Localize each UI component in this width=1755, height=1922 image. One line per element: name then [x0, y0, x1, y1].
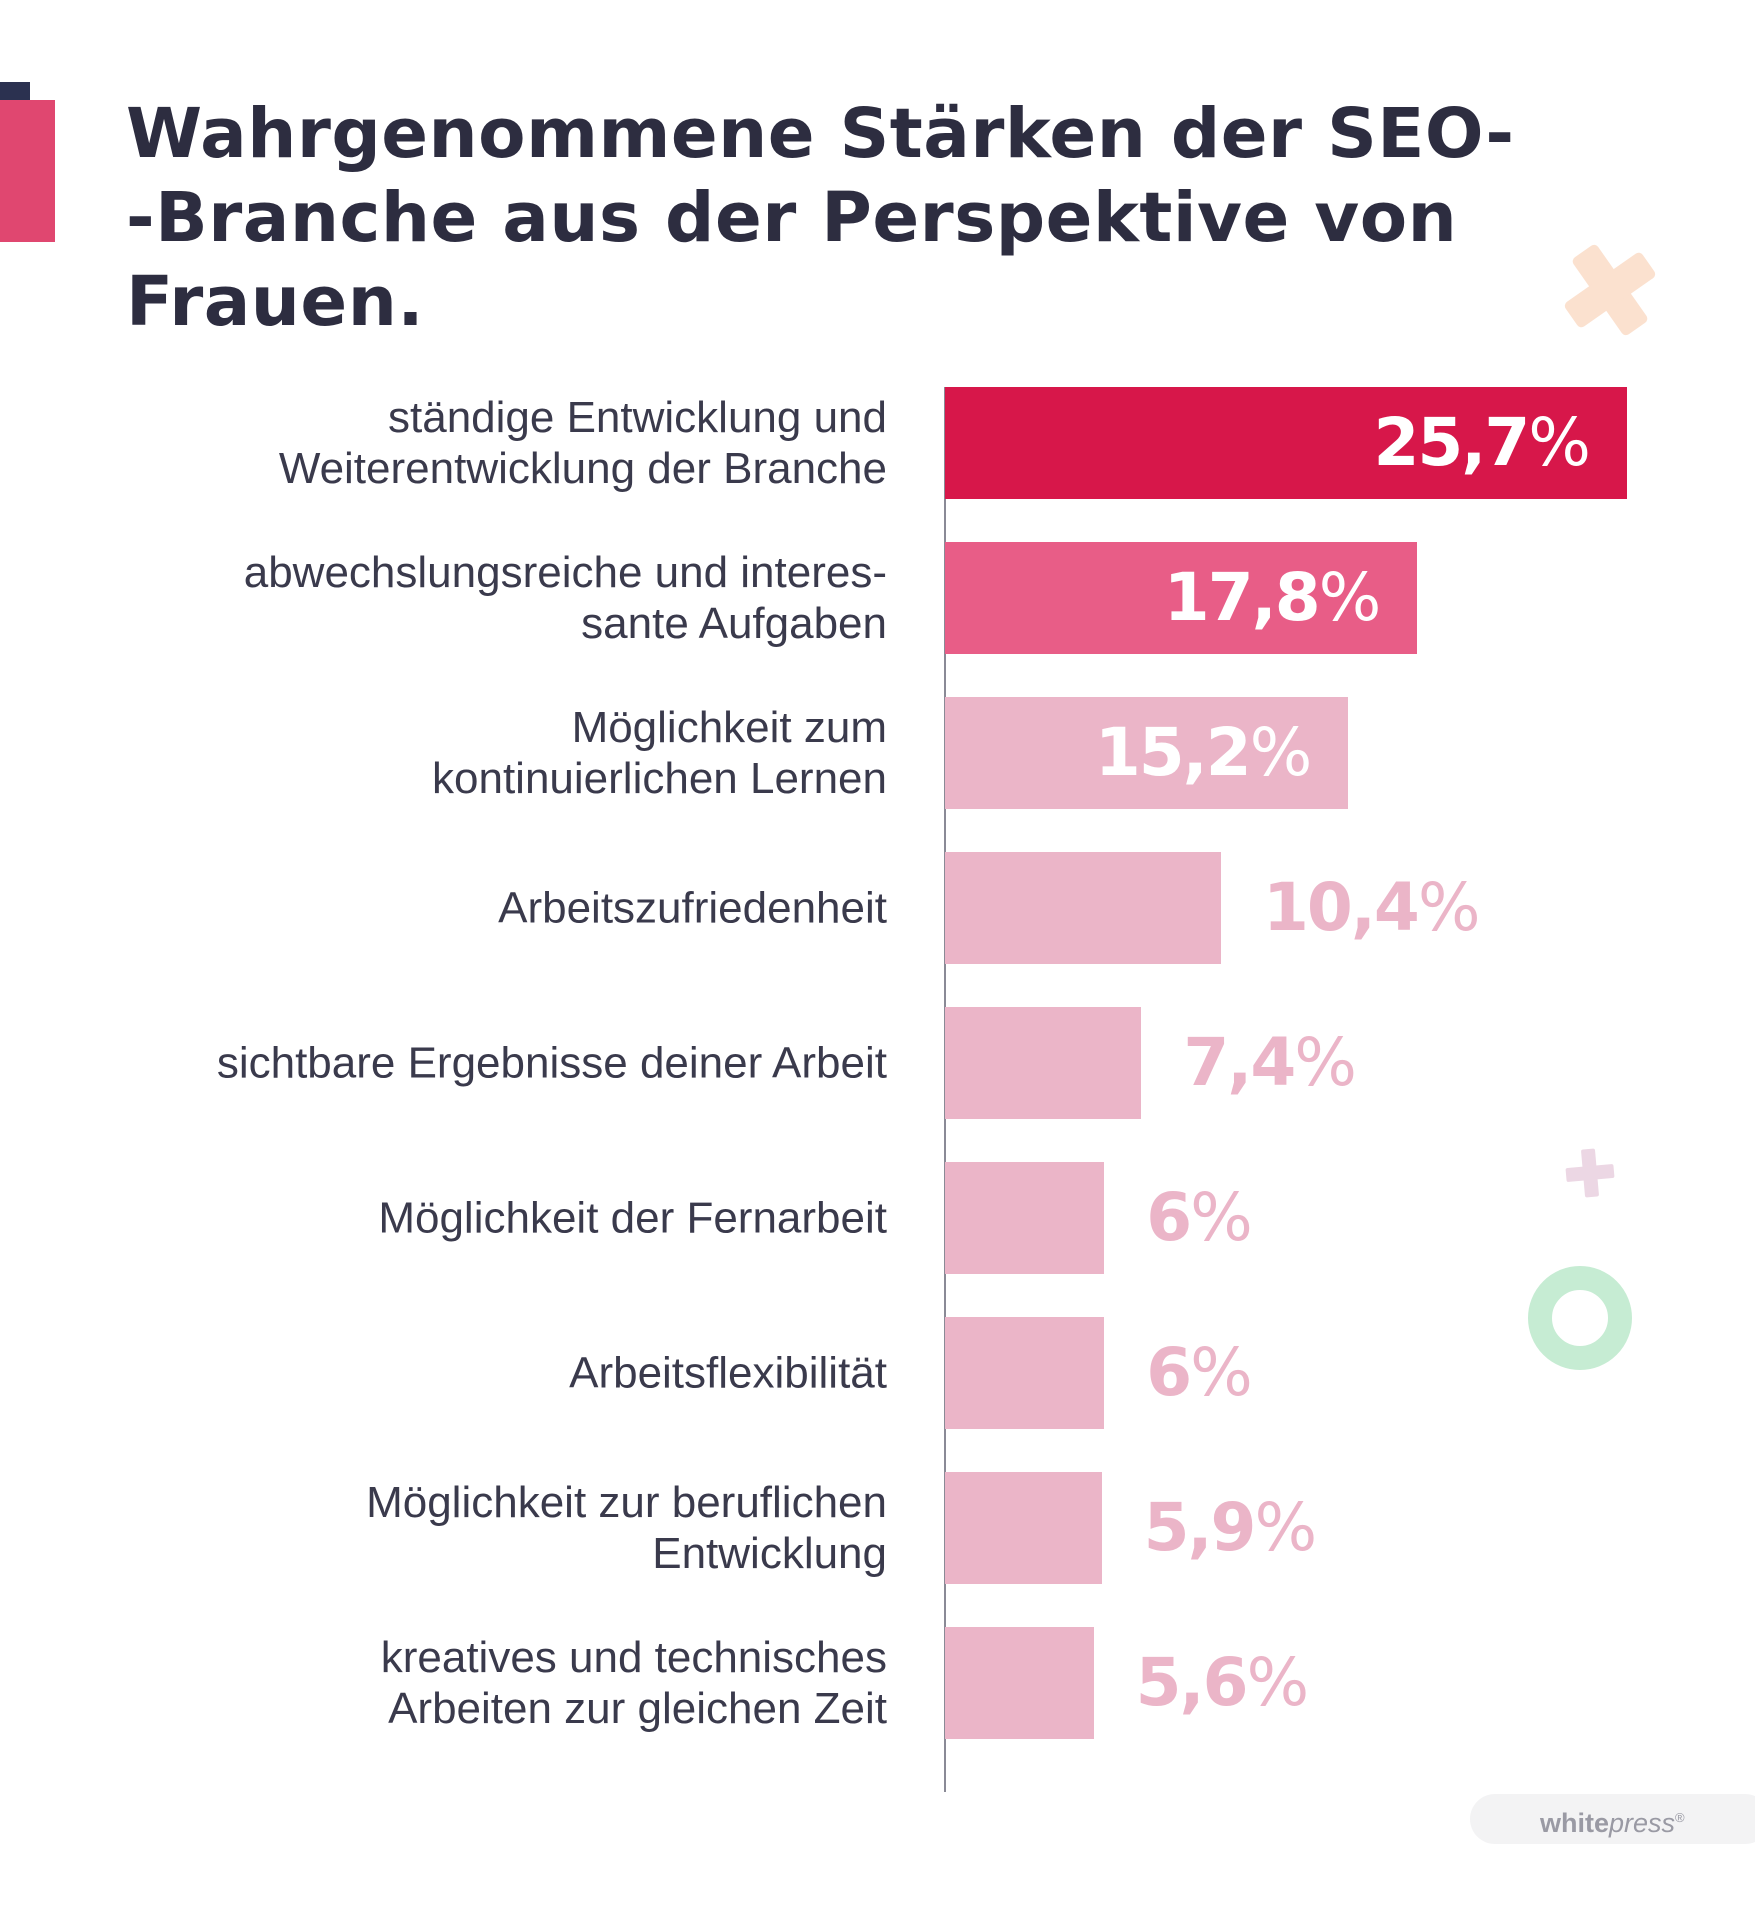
bar: [945, 852, 1221, 964]
logo-text-press: press: [1609, 1808, 1676, 1838]
chart-title: Wahrgenommene Stärken der SEO- -Branche …: [126, 92, 1546, 344]
bar: [945, 1472, 1102, 1584]
percent-sign: %: [1318, 559, 1382, 636]
category-label-line: Weiterentwicklung der Branche: [278, 444, 887, 493]
value-label: 7,4%: [1183, 1023, 1357, 1103]
percent-sign: %: [1294, 1024, 1357, 1101]
value-number: 7,4: [1183, 1024, 1296, 1101]
category-label: Arbeitszufriedenheit: [67, 883, 887, 934]
bar: [945, 1007, 1142, 1119]
percent-sign: %: [1417, 869, 1481, 946]
bar: [945, 387, 1627, 499]
value-number: 15,2: [1094, 714, 1252, 791]
category-label: Möglichkeit zur beruflichen Entwicklung: [67, 1477, 887, 1579]
value-label: 25,7%: [1373, 403, 1591, 483]
logo-text-white: white: [1540, 1808, 1610, 1838]
percent-sign: %: [1249, 714, 1313, 791]
value-label: 5,9%: [1143, 1488, 1318, 1568]
percent-sign: %: [1190, 1334, 1253, 1411]
whitepress-logo: whitepress®: [1540, 1801, 1685, 1840]
chart-title-line-1: Wahrgenommene Stärken der SEO-: [126, 94, 1515, 174]
category-label: Arbeitsflexibilität: [67, 1348, 887, 1399]
category-label-line: sichtbare Ergebnisse deiner Arbeit: [216, 1038, 887, 1088]
lilac-plus-icon: [1565, 1148, 1615, 1198]
registered-mark: ®: [1675, 1810, 1685, 1825]
category-label-line: Möglichkeit zur beruflichen: [366, 1478, 887, 1527]
green-ring-icon: [1528, 1266, 1632, 1370]
category-label-line: ständige Entwicklung und: [388, 393, 887, 442]
category-label-line: kontinuierlichen Lernen: [432, 754, 887, 803]
category-label-line: Möglichkeit zum: [571, 703, 887, 752]
category-label: ständige Entwicklung und Weiterentwicklun…: [67, 392, 887, 494]
category-label-line: Arbeitszufriedenheit: [498, 883, 887, 933]
value-number: 5,6: [1135, 1644, 1249, 1721]
value-label: 17,8%: [1163, 558, 1382, 638]
peach-cross-icon: [1564, 244, 1656, 336]
value-number: 5,9: [1143, 1489, 1257, 1566]
value-label: 15,2%: [1094, 713, 1313, 793]
percent-sign: %: [1528, 404, 1591, 481]
chart-title-line-3: Frauen.: [126, 262, 425, 342]
value-label: 6%: [1146, 1178, 1253, 1258]
category-label-line: Entwicklung: [652, 1529, 887, 1578]
bar: [945, 1317, 1105, 1429]
decor-navy-block: [0, 82, 30, 104]
percent-sign: %: [1254, 1489, 1317, 1566]
value-number: 6: [1146, 1334, 1192, 1411]
value-label: 5,6%: [1135, 1643, 1310, 1723]
category-label-line: sante Aufgaben: [581, 599, 887, 648]
brand-pill: [1470, 1794, 1755, 1844]
category-label: abwechslungsreiche und interes-sante Auf…: [67, 547, 887, 649]
category-label-line: Arbeitsflexibilität: [569, 1348, 887, 1398]
category-label-line: kreatives und technisches: [380, 1633, 887, 1682]
category-label-line: Möglichkeit der Fernarbeit: [378, 1193, 887, 1243]
value-label: 10,4%: [1262, 868, 1481, 948]
percent-sign: %: [1246, 1644, 1310, 1721]
value-number: 17,8: [1163, 559, 1321, 636]
category-label: Möglichkeit zum kontinuierlichen Lernen: [67, 702, 887, 804]
category-label: kreatives und technisches Arbeiten zur gl…: [67, 1632, 887, 1734]
category-label: sichtbare Ergebnisse deiner Arbeit: [67, 1038, 887, 1089]
chart-title-line-2: -Branche aus der Perspektive von: [126, 178, 1458, 258]
value-label: 6%: [1146, 1333, 1253, 1413]
category-label-line: abwechslungsreiche und interes-: [243, 548, 887, 597]
value-number: 25,7: [1373, 404, 1530, 481]
bar: [945, 697, 1349, 809]
bar: [945, 1162, 1105, 1274]
bar: [945, 1627, 1094, 1739]
decor-pink-block: [0, 100, 55, 242]
value-number: 6: [1146, 1179, 1192, 1256]
category-label-line: Arbeiten zur gleichen Zeit: [388, 1684, 887, 1733]
value-number: 10,4: [1262, 869, 1420, 946]
bar: [945, 542, 1418, 654]
percent-sign: %: [1190, 1179, 1253, 1256]
category-label: Möglichkeit der Fernarbeit: [67, 1193, 887, 1244]
